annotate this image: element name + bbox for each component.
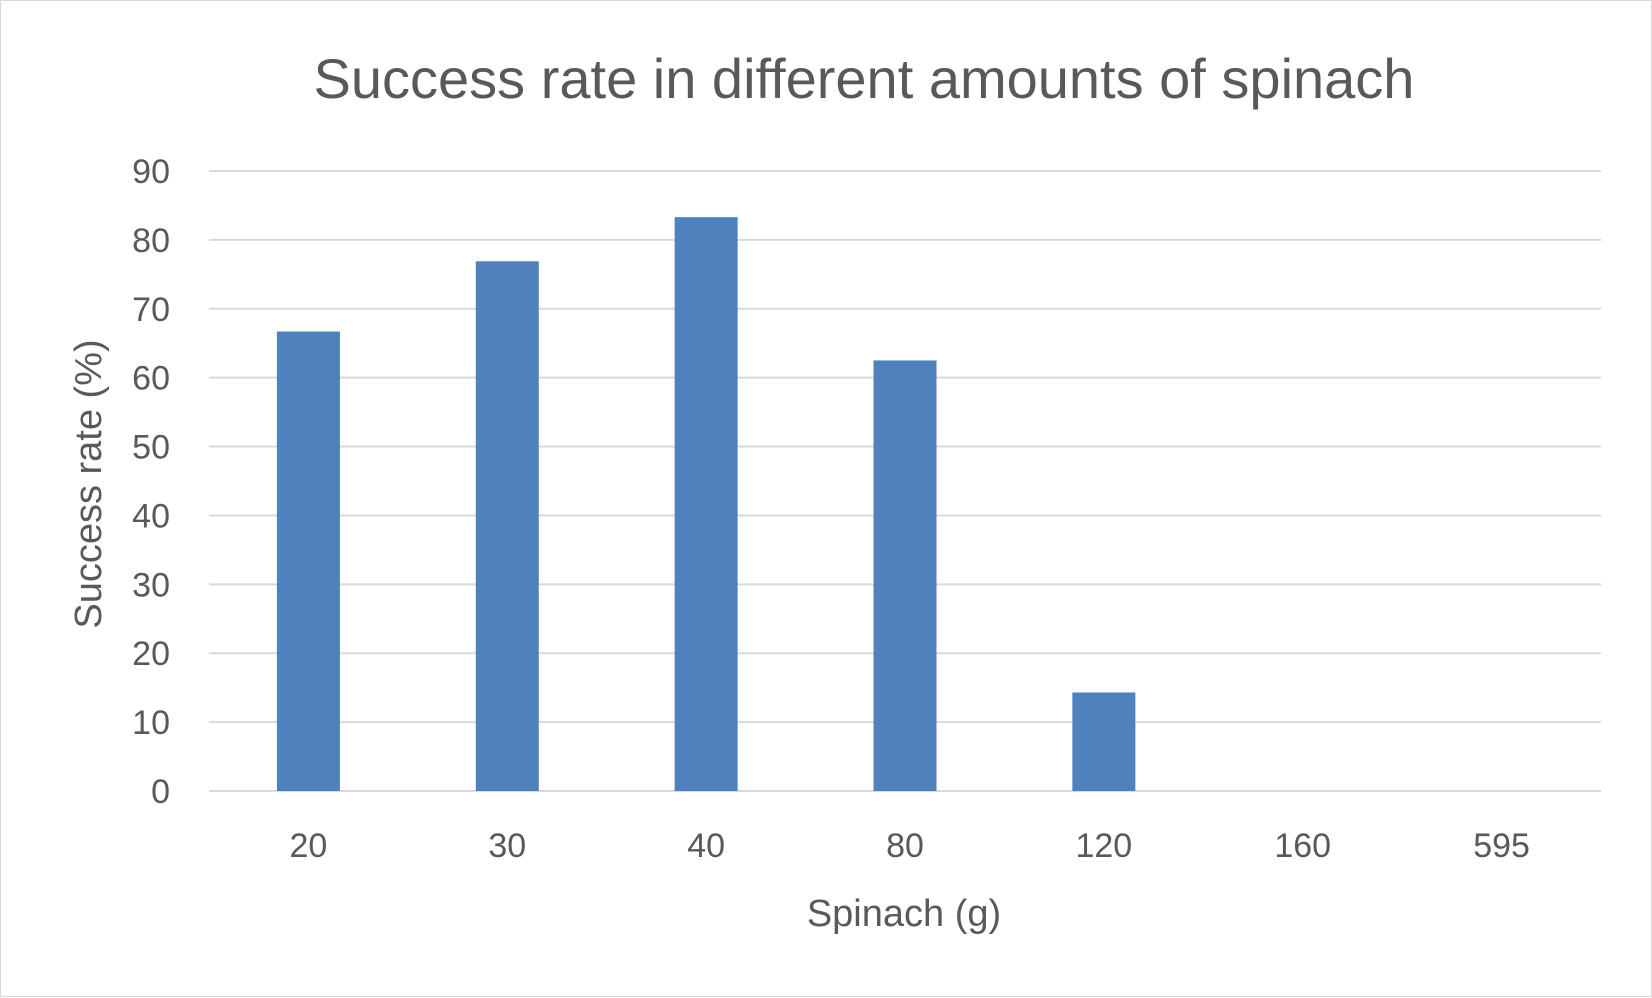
y-tick-label: 30 bbox=[132, 566, 170, 604]
y-axis-ticks: 0 10 20 30 40 50 60 70 80 90 bbox=[132, 153, 170, 811]
y-tick-label: 20 bbox=[132, 635, 170, 673]
y-tick-label: 90 bbox=[132, 153, 170, 191]
bar-20 bbox=[276, 331, 340, 791]
x-tick-label: 595 bbox=[1473, 827, 1530, 865]
bar-120 bbox=[1072, 692, 1136, 791]
bar-30 bbox=[475, 261, 539, 791]
x-axis-ticks: 20 30 40 80 120 160 595 bbox=[290, 827, 1530, 865]
y-tick-label: 0 bbox=[151, 773, 170, 811]
x-tick-label: 120 bbox=[1075, 827, 1132, 865]
chart-title: Success rate in different amounts of spi… bbox=[314, 47, 1415, 110]
x-tick-label: 160 bbox=[1274, 827, 1331, 865]
x-tick-label: 80 bbox=[886, 827, 924, 865]
y-tick-label: 50 bbox=[132, 429, 170, 467]
x-tick-label: 20 bbox=[290, 827, 328, 865]
bar-40 bbox=[674, 217, 738, 792]
y-tick-label: 70 bbox=[132, 291, 170, 329]
x-tick-label: 30 bbox=[488, 827, 526, 865]
y-tick-label: 60 bbox=[132, 360, 170, 398]
y-tick-label: 80 bbox=[132, 222, 170, 260]
y-tick-label: 10 bbox=[132, 704, 170, 742]
x-axis-label: Spinach (g) bbox=[807, 893, 1001, 935]
bar-80 bbox=[873, 360, 937, 791]
y-axis-label: Success rate (%) bbox=[68, 339, 110, 628]
y-tick-label: 40 bbox=[132, 497, 170, 535]
x-tick-label: 40 bbox=[687, 827, 725, 865]
bars bbox=[276, 217, 1136, 792]
